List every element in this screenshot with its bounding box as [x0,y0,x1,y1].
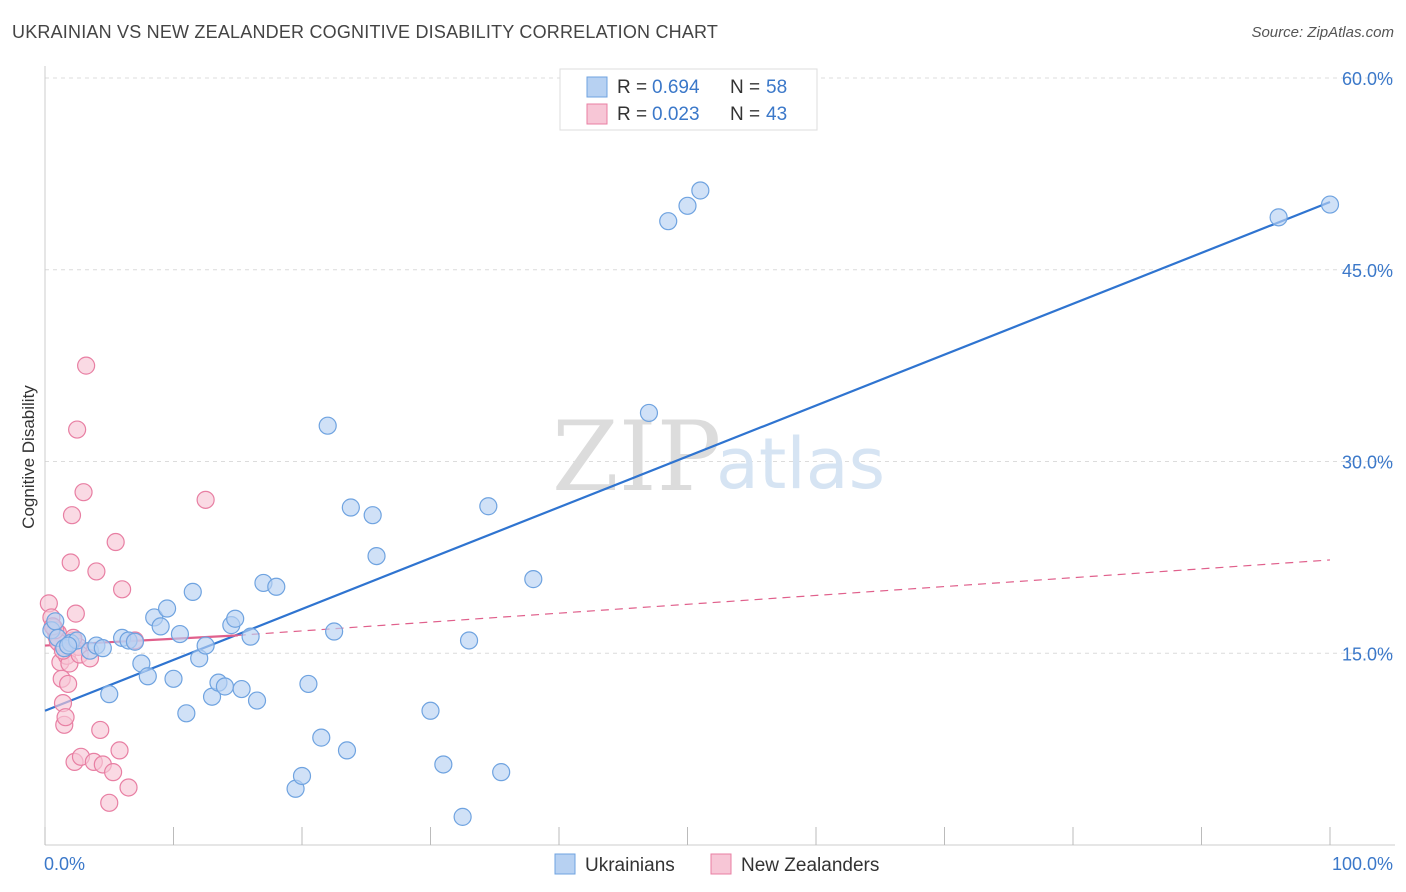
watermark-atlas: atlas [716,423,885,505]
point-new-zealanders-10 [56,708,75,727]
legend-r-value-2: 0.023 [652,104,700,125]
bottom-legend-swatch-ukrainians [554,853,576,875]
point-ukrainians-8 [93,639,112,658]
point-ukrainians-18 [164,669,183,688]
point-new-zealanders-18 [66,604,85,623]
y-axis-title: Cognitive Disability [19,385,38,529]
point-ukrainians-33 [267,577,286,596]
point-ukrainians-31 [247,691,267,710]
point-new-zealanders-28 [91,720,110,740]
y-tick-label-3: 60.0% [1342,69,1393,89]
correlation-legend: R = 0.694 N = 58 R = 0.023 N = 43 [559,68,818,131]
legend-n-label-2: N = [730,104,760,125]
point-new-zealanders-41 [196,490,215,509]
point-ukrainians-17 [157,599,177,618]
bottom-legend-ukrainians: Ukrainians [585,855,675,876]
point-ukrainians-43 [367,546,386,566]
trend-lines [44,200,1331,712]
point-ukrainians-29 [232,679,251,699]
point-ukrainians-36 [299,674,318,694]
point-new-zealanders-33 [110,741,129,760]
point-ukrainians-41 [341,498,360,517]
point-ukrainians-23 [196,636,215,655]
point-new-zealanders-34 [112,580,132,599]
point-ukrainians-14 [138,667,157,686]
point-new-zealanders-19 [68,420,87,439]
point-ukrainians-50 [524,570,543,589]
y-tick-label-1: 30.0% [1342,453,1393,473]
y-tick-labels: 15.0% 30.0% 45.0% 60.0% [1342,69,1393,664]
bottom-legend-swatch-new-zealanders [710,853,732,875]
legend-n-value-1: 58 [766,77,787,98]
point-ukrainians-42 [363,506,382,525]
legend-r-label-1: R = [617,77,647,98]
legend-r-label-2: R = [617,104,647,125]
point-ukrainians-26 [215,677,234,696]
x-tick-labels: 0.0% 100.0% [44,854,1393,874]
point-ukrainians-40 [337,741,357,760]
legend-n-value-2: 43 [766,104,787,125]
point-ukrainians-47 [459,631,479,650]
point-ukrainians-57 [59,636,78,655]
point-new-zealanders-27 [87,562,106,581]
point-new-zealanders-35 [119,778,138,797]
chart-source: Source: ZipAtlas.com [1251,24,1394,41]
point-new-zealanders-24 [77,356,96,375]
point-ukrainians-54 [691,181,710,200]
y-tick-label-0: 15.0% [1342,644,1393,664]
point-new-zealanders-12 [59,674,78,694]
grid-lines [45,77,1395,654]
point-new-zealanders-15 [62,506,82,525]
point-ukrainians-1 [46,612,65,631]
y-tick-label-2: 45.0% [1342,261,1393,281]
legend-r-value-1: 0.694 [652,77,700,98]
point-ukrainians-28 [226,609,245,628]
data-points [39,181,1340,826]
point-new-zealanders-14 [61,553,80,572]
point-ukrainians-51 [639,403,659,423]
point-new-zealanders-23 [74,483,93,502]
legend-n-label-1: N = [730,77,760,98]
point-ukrainians-46 [453,807,472,826]
point-ukrainians-55 [1269,208,1288,227]
legend-swatch-ukrainians [586,76,608,98]
point-ukrainians-53 [678,196,697,215]
series-legend: Ukrainians New Zealanders [554,853,879,876]
x-tick-label-0: 0.0% [44,854,85,874]
point-ukrainians-49 [492,763,511,782]
point-new-zealanders-32 [106,532,125,552]
watermark: ZIP atlas [552,401,885,513]
watermark-zip: ZIP [552,401,721,513]
point-ukrainians-45 [434,755,453,774]
x-tick-label-1: 100.0% [1332,854,1393,874]
axes [44,66,1395,846]
point-ukrainians-21 [183,582,202,601]
point-ukrainians-44 [421,701,440,720]
point-ukrainians-35 [292,766,312,786]
point-ukrainians-48 [479,497,498,516]
point-ukrainians-12 [125,632,145,651]
point-ukrainians-19 [170,624,190,644]
point-new-zealanders-31 [104,763,123,782]
bottom-legend-new-zealanders: New Zealanders [741,855,879,876]
point-ukrainians-56 [1320,195,1340,214]
point-ukrainians-52 [659,212,678,231]
point-ukrainians-30 [241,627,260,646]
point-ukrainians-39 [325,622,344,641]
chart-title: UKRAINIAN VS NEW ZEALANDER COGNITIVE DIS… [12,22,719,42]
legend-swatch-new-zealanders [586,103,608,125]
point-ukrainians-9 [100,685,119,704]
point-ukrainians-38 [318,416,337,435]
point-ukrainians-16 [151,617,170,636]
trend-line-ukrainians [44,200,1331,712]
trend-line-new-zealanders-extended [237,559,1331,636]
point-ukrainians-37 [312,728,331,747]
point-new-zealanders-30 [100,793,119,812]
point-ukrainians-20 [177,704,196,723]
